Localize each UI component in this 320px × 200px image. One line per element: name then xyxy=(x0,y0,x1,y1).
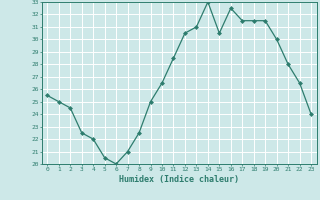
X-axis label: Humidex (Indice chaleur): Humidex (Indice chaleur) xyxy=(119,175,239,184)
